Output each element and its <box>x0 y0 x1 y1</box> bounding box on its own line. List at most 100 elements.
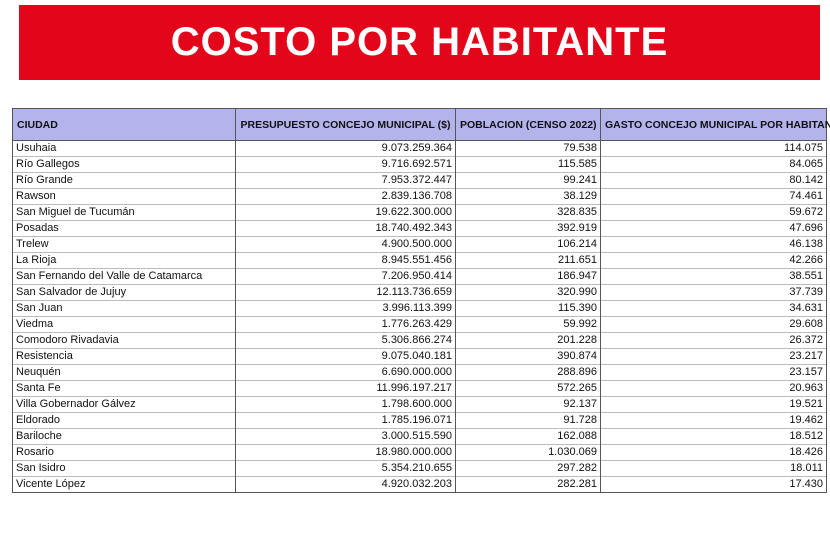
number-cell: 47.696 <box>600 220 827 237</box>
number-cell: 8.945.551.456 <box>235 252 456 269</box>
table-row: Posadas 18.740.492.343 392.919 47.696 <box>12 220 827 237</box>
city-cell: La Rioja <box>12 252 236 269</box>
number-cell: 390.874 <box>455 348 601 365</box>
column-header: GASTO CONCEJO MUNICIPAL POR HABITANTE <box>600 108 830 141</box>
number-cell: 211.651 <box>455 252 601 269</box>
number-cell: 115.390 <box>455 300 601 317</box>
number-cell: 9.075.040.181 <box>235 348 456 365</box>
table-row: Eldorado 1.785.196.071 91.728 19.462 <box>12 412 827 429</box>
number-cell: 1.785.196.071 <box>235 412 456 429</box>
table-row: Santa Fe 11.996.197.217 572.265 20.963 <box>12 380 827 397</box>
city-cell: Eldorado <box>12 412 236 429</box>
number-cell: 23.157 <box>600 364 827 381</box>
title: COSTO POR HABITANTE <box>170 20 669 64</box>
data-table: CIUDAD PRESUPUESTO CONCEJO MUNICIPAL ($) P… <box>12 108 830 493</box>
city-cell: San Juan <box>12 300 236 317</box>
number-cell: 18.740.492.343 <box>235 220 456 237</box>
number-cell: 11.996.197.217 <box>235 380 456 397</box>
table-row: Resistencia 9.075.040.181 390.874 23.217 <box>12 348 827 365</box>
number-cell: 4.920.032.203 <box>235 476 456 493</box>
number-cell: 19.622.300.000 <box>235 204 456 221</box>
number-cell: 74.461 <box>600 188 827 205</box>
number-cell: 38.551 <box>600 268 827 285</box>
number-cell: 23.217 <box>600 348 827 365</box>
number-cell: 9.073.259.364 <box>235 140 456 157</box>
number-cell: 115.585 <box>455 156 601 173</box>
number-cell: 1.798.600.000 <box>235 396 456 413</box>
number-cell: 320.990 <box>455 284 601 301</box>
table-row: Bariloche 3.000.515.590 162.088 18.512 <box>12 428 827 445</box>
number-cell: 19.462 <box>600 412 827 429</box>
number-cell: 1.030.069 <box>455 444 601 461</box>
number-cell: 392.919 <box>455 220 601 237</box>
city-cell: Neuquén <box>12 364 236 381</box>
number-cell: 7.953.372.447 <box>235 172 456 189</box>
city-cell: Vicente López <box>12 476 236 493</box>
table-row: San Fernando del Valle de Catamarca 7.206… <box>12 268 827 285</box>
city-cell: Viedma <box>12 316 236 333</box>
number-cell: 9.716.692.571 <box>235 156 456 173</box>
number-cell: 91.728 <box>455 412 601 429</box>
number-cell: 3.996.113.399 <box>235 300 456 317</box>
table-row: La Rioja 8.945.551.456 211.651 42.266 <box>12 252 827 269</box>
city-cell: San Miguel de Tucumán <box>12 204 236 221</box>
number-cell: 46.138 <box>600 236 827 253</box>
table-row: Usuhaia 9.073.259.364 79.538 114.075 <box>12 140 827 157</box>
number-cell: 38.129 <box>455 188 601 205</box>
city-cell: Posadas <box>12 220 236 237</box>
number-cell: 37.739 <box>600 284 827 301</box>
table-row: Rawson 2.839.136.708 38.129 74.461 <box>12 188 827 205</box>
table-row: Viedma 1.776.263.429 59.992 29.608 <box>12 316 827 333</box>
number-cell: 162.088 <box>455 428 601 445</box>
number-cell: 59.672 <box>600 204 827 221</box>
number-cell: 29.608 <box>600 316 827 333</box>
number-cell: 186.947 <box>455 268 601 285</box>
number-cell: 4.900.500.000 <box>235 236 456 253</box>
number-cell: 328.835 <box>455 204 601 221</box>
column-header: CIUDAD <box>12 108 236 141</box>
table-row: Villa Gobernador Gálvez 1.798.600.000 92.1… <box>12 396 827 413</box>
table-row: Rosario 18.980.000.000 1.030.069 18.426 <box>12 444 827 461</box>
number-cell: 18.011 <box>600 460 827 477</box>
column-header: PRESUPUESTO CONCEJO MUNICIPAL ($) <box>235 108 456 141</box>
table-row: San Salvador de Jujuy 12.113.736.659 320.9… <box>12 284 827 301</box>
table-row: San Juan 3.996.113.399 115.390 34.631 <box>12 300 827 317</box>
number-cell: 84.065 <box>600 156 827 173</box>
table-row: Trelew 4.900.500.000 106.214 46.138 <box>12 236 827 253</box>
table-row: San Miguel de Tucumán 19.622.300.000 328.8… <box>12 204 827 221</box>
number-cell: 572.265 <box>455 380 601 397</box>
number-cell: 288.896 <box>455 364 601 381</box>
city-cell: Rawson <box>12 188 236 205</box>
city-cell: Bariloche <box>12 428 236 445</box>
table-row: Río Gallegos 9.716.692.571 115.585 84.065 <box>12 156 827 173</box>
city-cell: Rosario <box>12 444 236 461</box>
table-row: San Isidro 5.354.210.655 297.282 18.011 <box>12 460 827 477</box>
number-cell: 99.241 <box>455 172 601 189</box>
number-cell: 6.690.000.000 <box>235 364 456 381</box>
number-cell: 79.538 <box>455 140 601 157</box>
number-cell: 18.426 <box>600 444 827 461</box>
city-cell: San Salvador de Jujuy <box>12 284 236 301</box>
city-cell: Río Gallegos <box>12 156 236 173</box>
city-cell: Villa Gobernador Gálvez <box>12 396 236 413</box>
number-cell: 18.512 <box>600 428 827 445</box>
number-cell: 34.631 <box>600 300 827 317</box>
number-cell: 18.980.000.000 <box>235 444 456 461</box>
city-cell: Resistencia <box>12 348 236 365</box>
table-row: Comodoro Rivadavia 5.306.866.274 201.228 26… <box>12 332 827 349</box>
number-cell: 92.137 <box>455 396 601 413</box>
number-cell: 1.776.263.429 <box>235 316 456 333</box>
number-cell: 5.306.866.274 <box>235 332 456 349</box>
number-cell: 7.206.950.414 <box>235 268 456 285</box>
title-banner: COSTO POR HABITANTE <box>19 5 820 80</box>
city-cell: San Fernando del Valle de Catamarca <box>12 268 236 285</box>
number-cell: 17.430 <box>600 476 827 493</box>
table-row: Vicente López 4.920.032.203 282.281 17.430 <box>12 476 827 493</box>
number-cell: 19.521 <box>600 396 827 413</box>
city-cell: Usuhaia <box>12 140 236 157</box>
number-cell: 20.963 <box>600 380 827 397</box>
column-header: POBLACION (CENSO 2022) <box>455 108 601 141</box>
number-cell: 2.839.136.708 <box>235 188 456 205</box>
number-cell: 106.214 <box>455 236 601 253</box>
